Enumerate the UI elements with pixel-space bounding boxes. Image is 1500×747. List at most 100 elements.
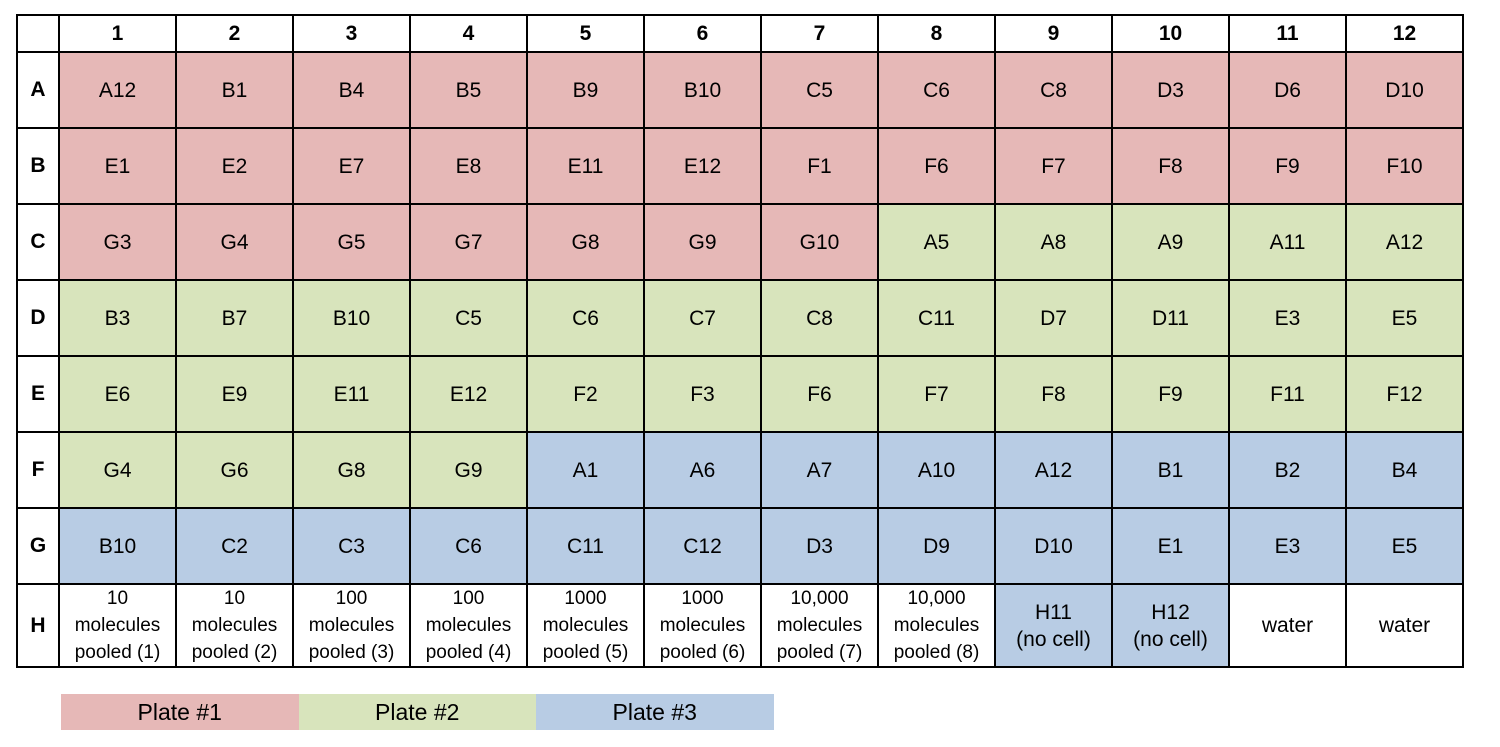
well-cell: D3	[760, 507, 879, 585]
well-cell: A1	[526, 431, 645, 509]
column-header-row: 1 2 3 4 5 6 7 8 9 10 11 12	[16, 14, 1464, 53]
well-cell: 1000 molecules pooled (5)	[526, 583, 645, 668]
well-cell: D9	[877, 507, 996, 585]
well-cell: 10 molecules pooled (1)	[58, 583, 177, 668]
well-cell: F9	[1228, 127, 1347, 205]
well-cell: 1000 molecules pooled (6)	[643, 583, 762, 668]
column-header: 10	[1111, 14, 1230, 53]
well-cell: E8	[409, 127, 528, 205]
well-cell: C6	[409, 507, 528, 585]
well-cell: E2	[175, 127, 294, 205]
well-cell: E5	[1345, 279, 1464, 357]
well-cell: B1	[175, 51, 294, 129]
row-header: D	[16, 279, 60, 357]
well-cell: F8	[994, 355, 1113, 433]
column-header: 4	[409, 14, 528, 53]
well-cell: C8	[760, 279, 879, 357]
well-cell: B2	[1228, 431, 1347, 509]
well-cell: A10	[877, 431, 996, 509]
well-cell: G7	[409, 203, 528, 281]
plate-row: E E6 E9 E11 E12 F2 F3 F6 F7 F8 F9 F11 F12	[16, 355, 1464, 433]
well-cell: C5	[409, 279, 528, 357]
well-cell: C5	[760, 51, 879, 129]
row-header: C	[16, 203, 60, 281]
column-header: 11	[1228, 14, 1347, 53]
well-cell: G8	[292, 431, 411, 509]
well-cell: A12	[58, 51, 177, 129]
well-cell: D11	[1111, 279, 1230, 357]
well-cell: G9	[643, 203, 762, 281]
row-header: G	[16, 507, 60, 585]
corner-cell	[16, 14, 60, 53]
well-cell: A5	[877, 203, 996, 281]
well-cell: C12	[643, 507, 762, 585]
well-cell: F3	[643, 355, 762, 433]
well-cell: A7	[760, 431, 879, 509]
well-cell: F2	[526, 355, 645, 433]
column-header: 6	[643, 14, 762, 53]
well-cell: E12	[409, 355, 528, 433]
well-cell: D10	[1345, 51, 1464, 129]
well-cell: A11	[1228, 203, 1347, 281]
well-cell: G10	[760, 203, 879, 281]
row-header: E	[16, 355, 60, 433]
well-cell: 100 molecules pooled (3)	[292, 583, 411, 668]
well-cell: E12	[643, 127, 762, 205]
well-cell: D3	[1111, 51, 1230, 129]
well-cell: A12	[1345, 203, 1464, 281]
row-header: F	[16, 431, 60, 509]
well-cell: D10	[994, 507, 1113, 585]
well-cell: D6	[1228, 51, 1347, 129]
well-cell: F6	[760, 355, 879, 433]
well-cell: C6	[526, 279, 645, 357]
well-cell: E3	[1228, 279, 1347, 357]
well-cell: G4	[58, 431, 177, 509]
well-cell: water	[1228, 583, 1347, 668]
well-cell: C7	[643, 279, 762, 357]
well-cell: E5	[1345, 507, 1464, 585]
plate-row: F G4 G6 G8 G9 A1 A6 A7 A10 A12 B1 B2 B4	[16, 431, 1464, 509]
well-cell: A12	[994, 431, 1113, 509]
well-cell: E11	[526, 127, 645, 205]
well-cell: G9	[409, 431, 528, 509]
well-cell: B4	[1345, 431, 1464, 509]
well-cell: B10	[58, 507, 177, 585]
well-cell: E1	[58, 127, 177, 205]
row-header: B	[16, 127, 60, 205]
well-cell: C6	[877, 51, 996, 129]
well-cell: G6	[175, 431, 294, 509]
well-cell: F9	[1111, 355, 1230, 433]
well-cell: C11	[877, 279, 996, 357]
well-cell: H11 (no cell)	[994, 583, 1113, 668]
legend-item: Plate #1	[61, 694, 299, 730]
well-cell: G4	[175, 203, 294, 281]
well-cell: B10	[292, 279, 411, 357]
well-cell: 10 molecules pooled (2)	[175, 583, 294, 668]
row-header: H	[16, 583, 60, 668]
well-cell: B5	[409, 51, 528, 129]
plate-row: C G3 G4 G5 G7 G8 G9 G10 A5 A8 A9 A11 A12	[16, 203, 1464, 281]
plate-row: D B3 B7 B10 C5 C6 C7 C8 C11 D7 D11 E3 E5	[16, 279, 1464, 357]
well-cell: A6	[643, 431, 762, 509]
well-cell: F12	[1345, 355, 1464, 433]
well-cell: B7	[175, 279, 294, 357]
well-cell: C11	[526, 507, 645, 585]
plate-row: G B10 C2 C3 C6 C11 C12 D3 D9 D10 E1 E3 E5	[16, 507, 1464, 585]
well-cell: F6	[877, 127, 996, 205]
column-header: 12	[1345, 14, 1464, 53]
well-cell: G8	[526, 203, 645, 281]
well-cell: F11	[1228, 355, 1347, 433]
well-cell: B1	[1111, 431, 1230, 509]
plate-row: B E1 E2 E7 E8 E11 E12 F1 F6 F7 F8 F9 F10	[16, 127, 1464, 205]
well-cell: F7	[877, 355, 996, 433]
plate-row: H 10 molecules pooled (1) 10 molecules poo…	[16, 583, 1464, 668]
well-cell: D7	[994, 279, 1113, 357]
well-cell: B3	[58, 279, 177, 357]
well-cell: F1	[760, 127, 879, 205]
well-cell: 10,000 molecules pooled (7)	[760, 583, 879, 668]
well-cell: C8	[994, 51, 1113, 129]
column-header: 1	[58, 14, 177, 53]
well-cell: C3	[292, 507, 411, 585]
plate-body: A A12 B1 B4 B5 B9 B10 C5 C6 C8 D3 D6 D10 B E1 E2 E7 E8 E11…	[16, 51, 1464, 668]
well-cell: E1	[1111, 507, 1230, 585]
